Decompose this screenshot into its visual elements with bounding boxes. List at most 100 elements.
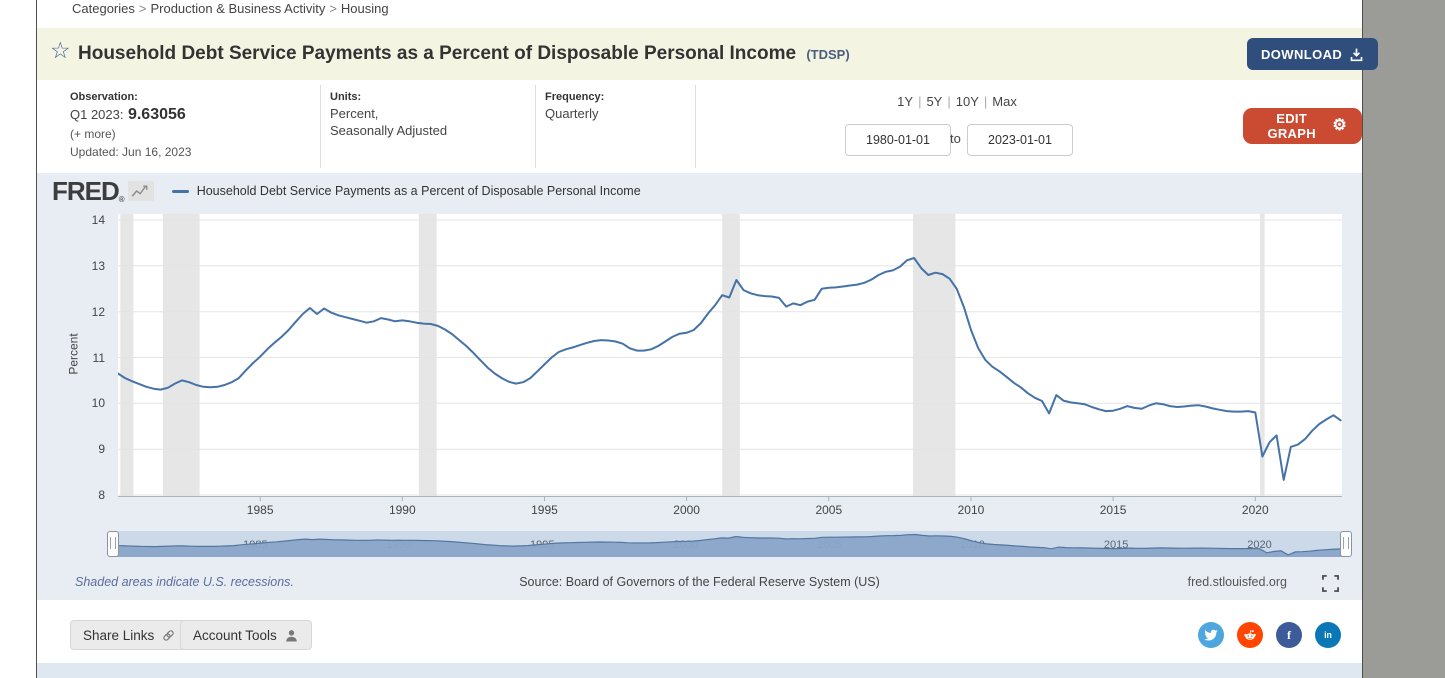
social-icons: f in — [1198, 622, 1341, 648]
units-line1: Percent, — [330, 106, 379, 121]
download-button[interactable]: DOWNLOAD — [1247, 38, 1379, 70]
range-1y[interactable]: 1Y — [897, 94, 914, 109]
observation-updated: Updated: Jun 16, 2023 — [70, 145, 192, 159]
account-tools-button[interactable]: Account Tools — [180, 620, 312, 650]
y-tick-label: 12 — [91, 304, 105, 319]
title-bar: ☆ Household Debt Service Payments as a P… — [37, 28, 1379, 80]
observation-value: 9.63056 — [127, 106, 186, 123]
range-max[interactable]: Max — [992, 94, 1017, 109]
svg-text:f: f — [1287, 628, 1292, 642]
breadcrumb-categories[interactable]: Categories — [72, 1, 135, 16]
x-tick-label: 2005 — [815, 503, 843, 517]
y-tick-label: 11 — [92, 350, 105, 365]
registered-mark: ® — [118, 195, 125, 204]
slider-area — [112, 534, 1347, 557]
y-tick-label: 14 — [91, 213, 105, 227]
range-10y[interactable]: 10Y — [955, 94, 979, 109]
x-tick-label: 2015 — [1099, 503, 1127, 517]
legend-label: Household Debt Service Payments as a Per… — [196, 184, 641, 198]
breadcrumb-housing[interactable]: Housing — [340, 1, 389, 16]
breadcrumb-separator: > — [138, 1, 147, 16]
frequency-block: Frequency: Quarterly — [545, 91, 604, 121]
breadcrumb-bar: Categories > Production & Business Activit… — [37, 0, 1362, 28]
recession-band — [418, 214, 437, 497]
share-links-label: Share Links — [83, 627, 155, 643]
units-block: Units: Percent, Seasonally Adjusted — [330, 91, 447, 138]
x-tick-label: 2000 — [673, 503, 700, 517]
site-link[interactable]: fred.stlouisfed.org — [1187, 575, 1287, 589]
legend-line-swatch — [171, 189, 189, 193]
frequency-label: Frequency: — [545, 91, 605, 103]
favorite-star-icon[interactable]: ☆ — [50, 37, 71, 63]
frequency-value: Quarterly — [545, 106, 599, 121]
share-links-button[interactable]: Share Links — [70, 620, 190, 650]
source-attribution: Source: Board of Governors of the Federa… — [519, 575, 880, 589]
pipe-separator: | — [918, 94, 922, 109]
svg-text:in: in — [1324, 630, 1332, 640]
x-tick-label: 1995 — [531, 503, 558, 517]
fred-logo[interactable]: FRED® — [52, 176, 125, 206]
edit-graph-button[interactable]: EDIT GRAPH ⚙ — [1243, 108, 1362, 144]
units-label: Units: — [330, 91, 362, 103]
breadcrumb: Categories > Production & Business Activit… — [72, 1, 389, 16]
link-icon — [163, 629, 175, 641]
observation-more-link[interactable]: (+ more) — [70, 127, 116, 141]
person-icon — [286, 629, 297, 641]
slider-left-handle[interactable] — [107, 531, 119, 557]
slider-right-handle[interactable] — [1340, 531, 1352, 557]
date-from-input[interactable] — [845, 124, 951, 156]
linkedin-icon[interactable]: in — [1315, 622, 1341, 648]
divider — [320, 85, 321, 168]
graph-panel: FRED® Household Debt Service Payments as… — [37, 173, 1362, 600]
pipe-separator: | — [947, 94, 951, 109]
observation-block: Observation: Q1 2023: 9.63056 (+ more) U… — [70, 91, 191, 159]
graph-header: FRED® Household Debt Service Payments as… — [52, 177, 641, 205]
recession-footnote: Shaded areas indicate U.S. recessions. — [75, 575, 294, 589]
observation-label: Observation: — [70, 91, 138, 103]
download-label: DOWNLOAD — [1261, 46, 1343, 62]
edit-graph-label: EDIT GRAPH — [1267, 111, 1316, 141]
share-bar: Share Links Account Tools — [37, 600, 1362, 663]
breadcrumb-separator: > — [329, 1, 337, 16]
y-tick-label: 10 — [91, 396, 105, 411]
observation-period: Q1 2023: — [70, 107, 124, 122]
recession-band — [1260, 214, 1265, 497]
series-line — [117, 257, 1342, 481]
recession-band — [162, 214, 200, 497]
units-line2: Seasonally Adjusted — [330, 123, 448, 138]
outside-page-area — [1362, 0, 1445, 678]
fred-logo-chart-icon — [127, 181, 154, 201]
facebook-icon[interactable]: f — [1276, 622, 1302, 648]
recession-band — [722, 214, 740, 497]
plot-area[interactable] — [117, 214, 1342, 502]
range-presets: 1Y | 5Y | 10Y | Max — [787, 94, 1127, 109]
footer-strip — [37, 663, 1362, 678]
x-tick-label: 1985 — [246, 503, 274, 517]
pipe-separator: | — [983, 94, 988, 109]
fred-page: Categories > Production & Business Activit… — [36, 0, 1379, 678]
recession-band — [913, 214, 956, 497]
date-to-input[interactable] — [967, 124, 1073, 156]
fullscreen-icon[interactable] — [1322, 575, 1340, 593]
account-tools-label: Account Tools — [193, 627, 277, 643]
divider — [535, 85, 536, 168]
page-title: Household Debt Service Payments as a Per… — [78, 43, 850, 65]
x-tick-label: 2010 — [957, 503, 985, 517]
y-tick-label: 13 — [91, 258, 105, 273]
svg-text:2020: 2020 — [1247, 539, 1271, 551]
x-tick-label: 2020 — [1241, 503, 1269, 517]
x-tick-label: 1990 — [388, 503, 416, 517]
series-title: Household Debt Service Payments as a Per… — [78, 43, 797, 64]
range-5y[interactable]: 5Y — [926, 94, 943, 109]
breadcrumb-production-business[interactable]: Production & Business Activity — [150, 1, 326, 16]
date-to-label: to — [950, 131, 961, 146]
recession-band — [120, 214, 134, 497]
twitter-icon[interactable] — [1198, 622, 1224, 648]
y-tick-label: 9 — [98, 442, 105, 457]
download-icon — [1350, 48, 1363, 61]
series-id: (TDSP) — [806, 47, 850, 62]
gear-icon: ⚙ — [1332, 117, 1347, 134]
reddit-icon[interactable] — [1237, 622, 1263, 648]
divider — [695, 85, 696, 168]
